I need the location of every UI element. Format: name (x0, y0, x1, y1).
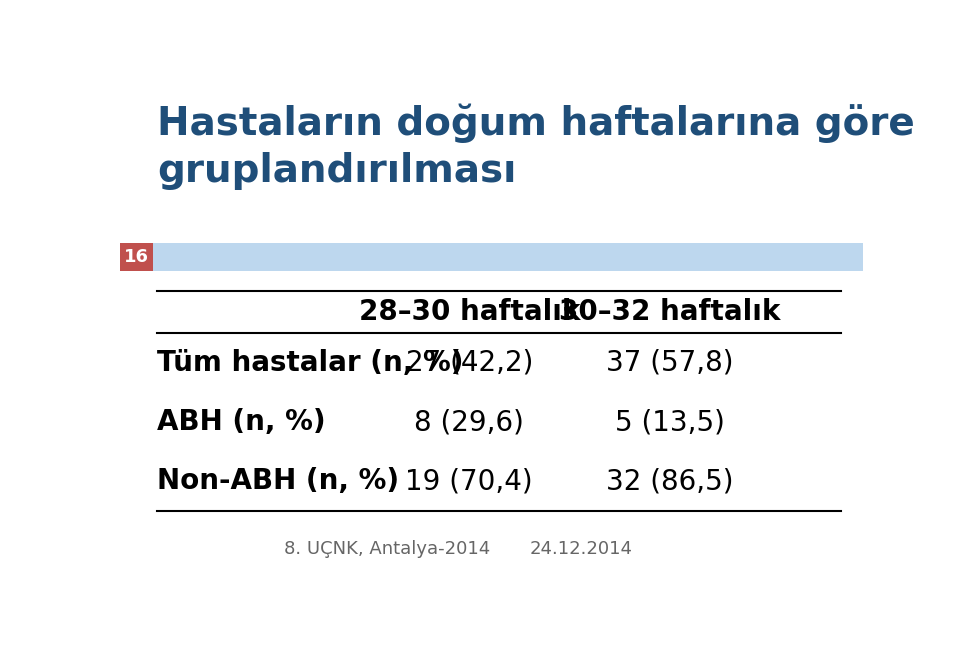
Text: 16: 16 (124, 248, 149, 266)
Text: 30–32 haftalık: 30–32 haftalık (559, 298, 781, 326)
Text: Non-ABH (n, %): Non-ABH (n, %) (157, 467, 399, 495)
Bar (120, 243, 153, 270)
Text: 24.12.2014: 24.12.2014 (529, 541, 632, 558)
Text: ABH (n, %): ABH (n, %) (157, 408, 326, 436)
Text: 8 (29,6): 8 (29,6) (414, 408, 525, 436)
Text: Hastaların doğum haftalarına göre
gruplandırılması: Hastaların doğum haftalarına göre grupla… (157, 103, 915, 190)
Text: 27 (42,2): 27 (42,2) (406, 349, 533, 377)
Text: 32 (86,5): 32 (86,5) (606, 467, 734, 495)
Text: Tüm hastalar (n, %): Tüm hastalar (n, %) (157, 349, 463, 377)
Text: 37 (57,8): 37 (57,8) (606, 349, 734, 377)
Bar (153, 243, 863, 270)
Text: 8. UÇNK, Antalya-2014: 8. UÇNK, Antalya-2014 (284, 541, 491, 558)
Text: 5 (13,5): 5 (13,5) (615, 408, 725, 436)
Text: 28–30 haftalık: 28–30 haftalık (359, 298, 580, 326)
Text: 19 (70,4): 19 (70,4) (406, 467, 533, 495)
